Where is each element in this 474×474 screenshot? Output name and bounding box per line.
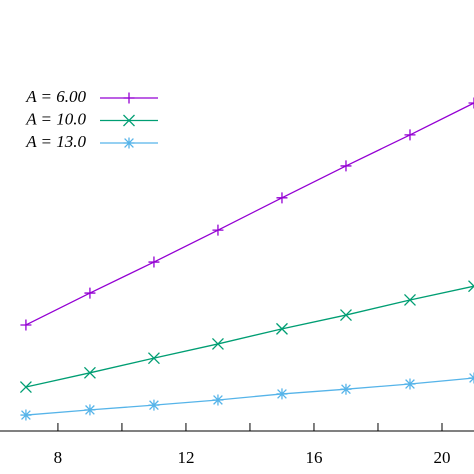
marker [340,160,352,172]
x-tick-label: 20 [433,448,450,467]
marker [123,92,135,104]
x-tick-label: 8 [54,448,63,467]
marker [276,388,288,400]
series-line [25,285,474,388]
legend-label: A = 6.00 [25,87,86,106]
marker [276,322,288,335]
marker [84,287,96,299]
marker [83,366,96,379]
x-tick-label: 16 [305,448,322,467]
marker [276,192,288,204]
marker [404,378,416,390]
marker [212,394,224,406]
x-tick-label: 12 [177,448,194,467]
marker [19,381,32,393]
series-line [25,102,474,326]
marker [123,137,135,149]
marker [20,409,32,421]
marker [340,309,352,322]
legend-label: A = 13.0 [25,132,86,151]
marker [468,280,474,293]
marker [147,352,160,365]
plot-area [19,97,474,421]
marker [148,256,160,268]
marker [468,372,474,384]
marker [20,319,32,331]
marker [211,337,224,350]
marker [84,404,96,416]
marker [404,129,416,141]
marker [468,97,474,109]
marker [212,224,224,236]
series-line [25,377,474,416]
legend-label: A = 10.0 [25,109,86,128]
marker [123,114,135,127]
marker [340,383,352,395]
marker [148,399,160,411]
marker [404,294,416,306]
